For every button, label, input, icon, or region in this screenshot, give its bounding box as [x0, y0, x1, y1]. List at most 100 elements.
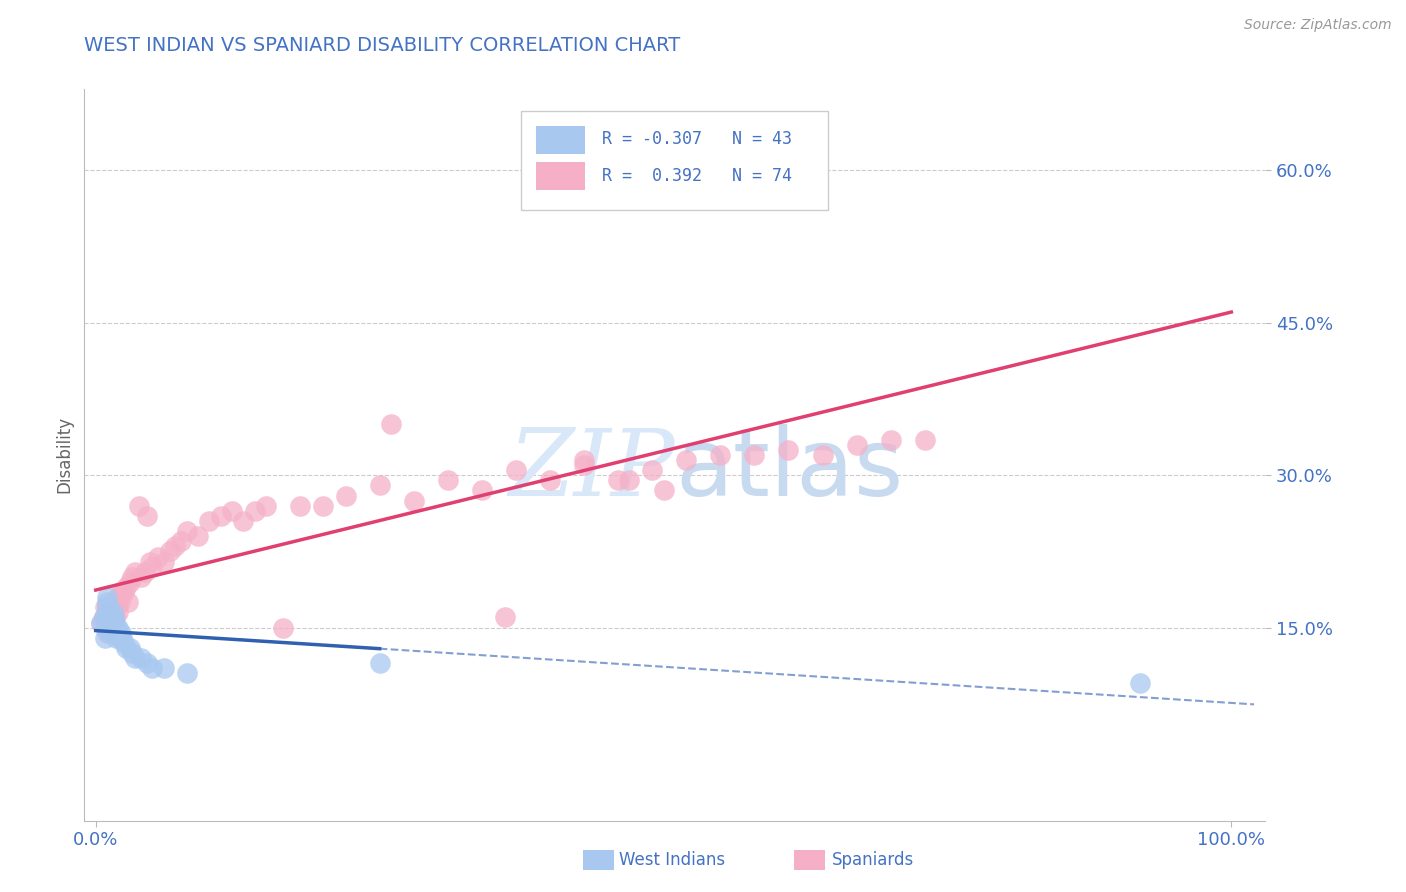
Point — [104, 595, 127, 609]
Point — [105, 595, 128, 609]
Point — [94, 621, 117, 635]
Text: Source: ZipAtlas.com: Source: ZipAtlas.com — [1244, 18, 1392, 32]
Point — [96, 600, 118, 615]
Text: R =  0.392   N = 74: R = 0.392 N = 74 — [602, 167, 792, 185]
Point — [105, 621, 128, 635]
Point — [619, 473, 641, 487]
Point — [778, 442, 800, 457]
Point — [271, 621, 294, 635]
Point — [112, 585, 135, 599]
Point — [134, 565, 156, 579]
Point — [107, 606, 129, 620]
Point — [98, 606, 121, 620]
Point — [135, 656, 157, 670]
Point — [96, 590, 118, 604]
Point — [101, 625, 124, 640]
Point — [104, 615, 127, 630]
Point — [108, 631, 131, 645]
Point — [139, 555, 162, 569]
Point — [117, 595, 139, 609]
Point — [107, 621, 129, 635]
Point — [129, 651, 152, 665]
Point — [232, 514, 254, 528]
Point — [607, 473, 630, 487]
Point — [118, 574, 141, 589]
Point — [121, 570, 143, 584]
Point — [110, 585, 132, 599]
Point — [110, 625, 132, 640]
Point — [94, 631, 117, 645]
Point — [105, 631, 128, 645]
Point — [105, 625, 128, 640]
Point — [135, 508, 157, 523]
Point — [153, 661, 176, 675]
Point — [107, 590, 129, 604]
Point — [243, 504, 266, 518]
Point — [90, 615, 112, 630]
Point — [108, 595, 131, 609]
Point — [538, 473, 561, 487]
Point — [879, 433, 901, 447]
FancyBboxPatch shape — [536, 126, 585, 153]
Point — [165, 539, 187, 553]
Point — [98, 606, 121, 620]
Point — [96, 625, 118, 640]
Point — [104, 610, 127, 624]
Point — [101, 600, 124, 615]
Point — [221, 504, 243, 518]
Text: West Indians: West Indians — [619, 851, 724, 869]
Point — [111, 631, 134, 645]
Point — [153, 555, 176, 569]
Point — [209, 508, 232, 523]
Point — [101, 615, 124, 630]
FancyBboxPatch shape — [522, 112, 828, 210]
Point — [641, 463, 664, 477]
FancyBboxPatch shape — [536, 162, 585, 190]
Point — [115, 640, 138, 655]
Point — [97, 621, 120, 635]
Point — [98, 615, 121, 630]
Point — [709, 448, 731, 462]
Point — [124, 651, 146, 665]
Point — [368, 656, 391, 670]
Point — [744, 448, 766, 462]
Point — [129, 570, 152, 584]
Text: Spaniards: Spaniards — [832, 851, 914, 869]
Text: atlas: atlas — [675, 424, 903, 516]
Point — [100, 615, 122, 630]
Point — [845, 438, 868, 452]
Point — [94, 621, 117, 635]
Point — [103, 621, 125, 635]
Point — [100, 615, 122, 630]
Point — [96, 610, 118, 624]
Point — [93, 610, 115, 624]
Point — [170, 534, 193, 549]
Point — [148, 549, 170, 564]
Point — [471, 483, 494, 498]
Point — [312, 499, 335, 513]
Point — [176, 666, 198, 681]
Point — [121, 646, 143, 660]
Point — [103, 610, 125, 624]
Point — [652, 483, 675, 498]
Point — [115, 580, 138, 594]
Point — [436, 473, 458, 487]
Point — [198, 514, 221, 528]
Text: ZIP: ZIP — [508, 425, 675, 515]
Point — [94, 600, 117, 615]
Point — [100, 625, 122, 640]
Point — [124, 565, 146, 579]
Point — [288, 499, 311, 513]
Point — [141, 559, 163, 574]
Point — [380, 417, 402, 432]
Point — [187, 529, 209, 543]
Point — [118, 640, 141, 655]
Point — [105, 600, 128, 615]
Point — [1129, 676, 1152, 690]
Point — [505, 463, 527, 477]
Point — [96, 600, 118, 615]
Point — [811, 448, 834, 462]
Point — [96, 615, 118, 630]
Point — [100, 610, 122, 624]
Point — [101, 606, 124, 620]
